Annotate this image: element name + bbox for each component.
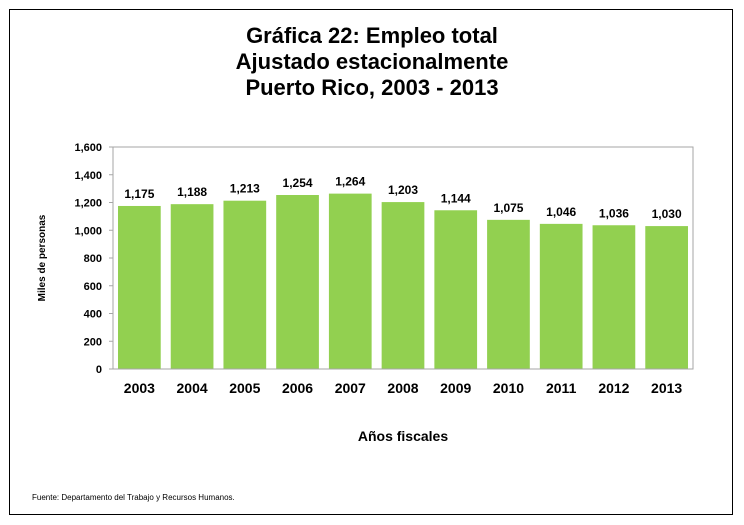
x-tick-label-2011: 2011 [546, 380, 577, 396]
y-tick-label: 600 [84, 281, 102, 293]
y-tick-label: 1,200 [74, 198, 102, 210]
x-tick-label-2010: 2010 [493, 380, 524, 396]
bar-2006 [276, 195, 319, 369]
bar-2009 [434, 210, 478, 369]
data-label-2010: 1,075 [493, 201, 523, 215]
bar-2012 [592, 225, 636, 369]
bar-2011 [539, 223, 583, 369]
data-label-2012: 1,036 [599, 206, 629, 220]
y-tick-label: 1,600 [74, 142, 102, 154]
bar-2004 [170, 204, 214, 369]
data-label-2005: 1,213 [230, 182, 260, 196]
data-label-2011: 1,046 [546, 205, 576, 219]
y-tick-label: 200 [84, 336, 102, 348]
source-note: Fuente: Departamento del Trabajo y Recur… [32, 493, 235, 502]
data-label-2007: 1,264 [335, 175, 365, 189]
y-tick-label: 0 [96, 364, 102, 376]
data-label-2008: 1,203 [388, 183, 418, 197]
y-tick-label: 800 [84, 253, 102, 265]
x-tick-label-2004: 2004 [177, 380, 208, 396]
y-tick-label: 400 [84, 309, 102, 321]
bar-2007 [328, 193, 372, 369]
y-axis-ticks: 0 200 400 600 800 1,000 1,200 1,400 1,600 [74, 142, 113, 376]
x-tick-label-2005: 2005 [229, 380, 260, 396]
x-axis-ticks: 2003 2004 2005 2006 2007 2008 2009 2010 2011 2012… [124, 380, 683, 396]
data-label-2009: 1,144 [441, 191, 471, 205]
bar-2010 [487, 219, 530, 369]
x-tick-label-2006: 2006 [282, 380, 313, 396]
y-axis-label: Miles de personas [37, 214, 48, 301]
chart-title-line-3: Puerto Rico, 2003 - 2013 [245, 75, 499, 100]
chart-title-line-2: Ajustado estacionalmente [235, 49, 509, 74]
bar-2003 [118, 205, 161, 369]
x-tick-label-2013: 2013 [651, 380, 682, 396]
chart-title-line-1: Gráfica 22: Empleo total [246, 23, 498, 48]
x-tick-label-2008: 2008 [387, 380, 418, 396]
bar-2005 [223, 200, 267, 369]
chart-title: Gráfica 22: Empleo total Ajustado estaci… [0, 23, 744, 101]
data-label-2006: 1,254 [283, 176, 313, 190]
bar-2008 [381, 202, 425, 369]
data-label-2013: 1,030 [652, 207, 682, 221]
x-tick-label-2012: 2012 [598, 380, 629, 396]
x-tick-label-2009: 2009 [440, 380, 471, 396]
x-tick-label-2003: 2003 [124, 380, 155, 396]
bar-series [118, 193, 688, 369]
bar-2013 [645, 226, 688, 369]
y-tick-label: 1,000 [74, 225, 102, 237]
data-label-2004: 1,188 [177, 185, 207, 199]
y-tick-label: 1,400 [74, 170, 102, 182]
bar-data-labels: 1,175 1,188 1,213 1,254 1,264 1,203 1,144 1,075… [124, 175, 682, 221]
data-label-2003: 1,175 [124, 187, 154, 201]
x-axis-label: Años fiscales [358, 428, 448, 444]
x-tick-label-2007: 2007 [335, 380, 366, 396]
